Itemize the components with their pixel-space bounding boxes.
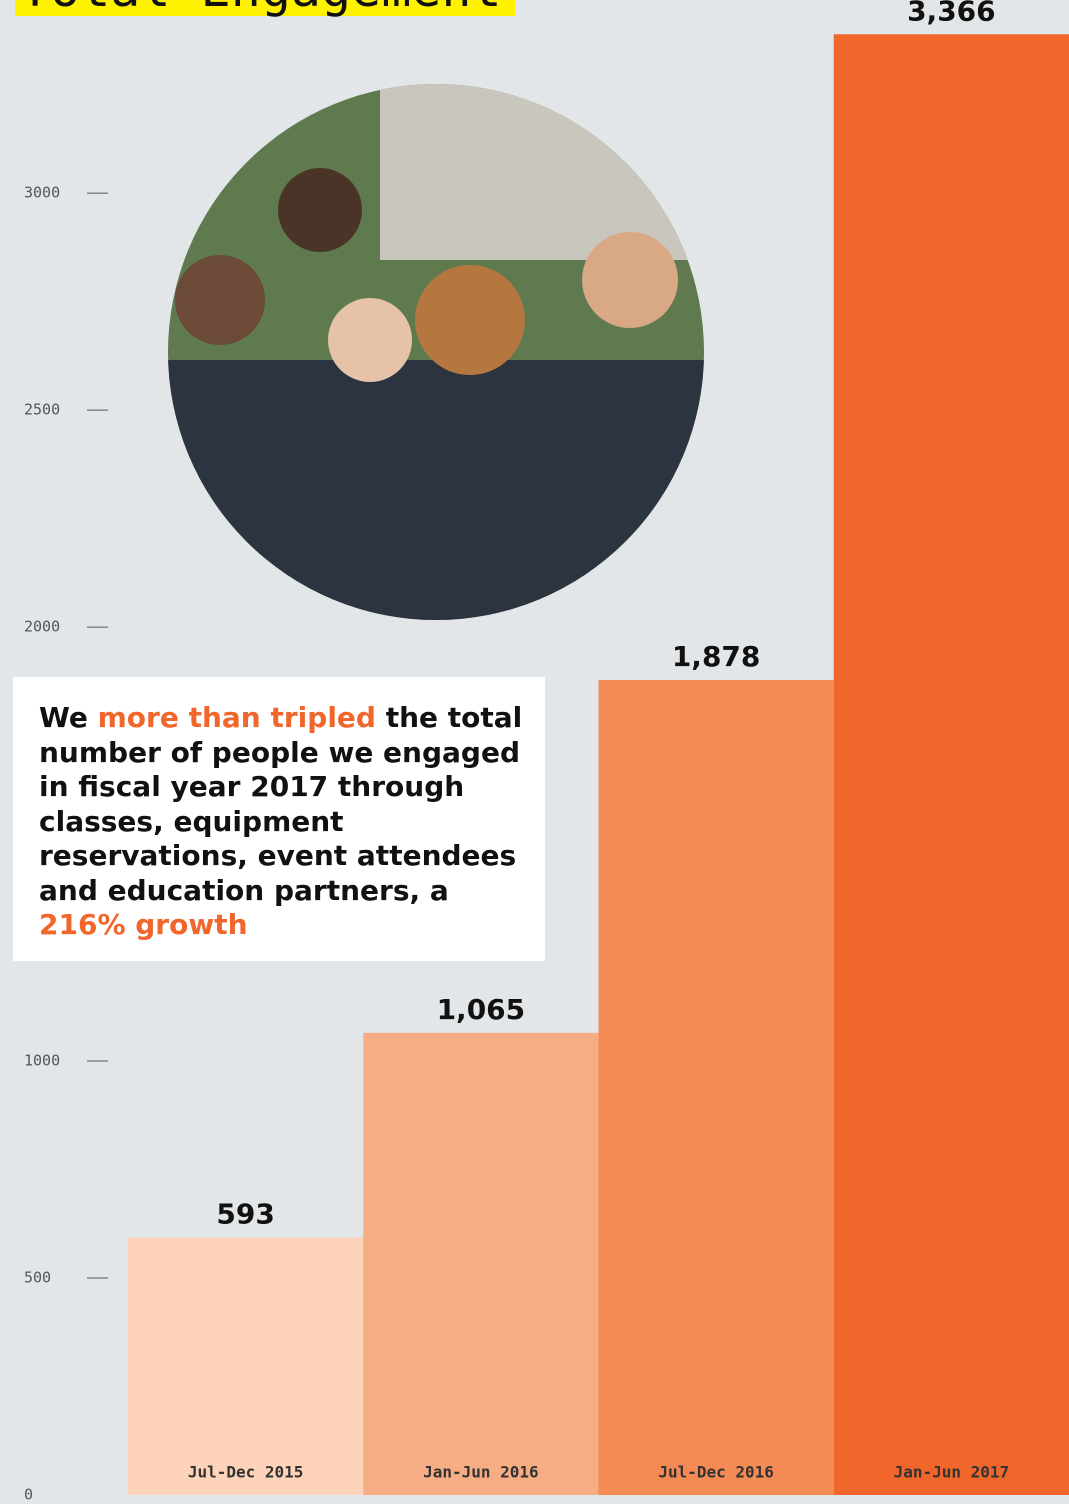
- bar: [363, 1032, 599, 1495]
- y-tick-label: 1000: [24, 1052, 60, 1070]
- bar: [598, 680, 834, 1495]
- callout-highlight: more than tripled: [97, 701, 376, 734]
- value-label: 3,366: [907, 0, 996, 27]
- x-tick-label: Jan-Jun 2017: [894, 1463, 1010, 1482]
- y-tick-label: 500: [24, 1269, 51, 1287]
- bar: [128, 1237, 364, 1495]
- value-label: 1,065: [437, 993, 526, 1026]
- callout-highlight: 216% growth: [39, 908, 248, 941]
- x-tick-label: Jul-Dec 2015: [188, 1463, 304, 1482]
- y-tick-label: 0: [24, 1486, 33, 1504]
- y-tick-label: 3000: [24, 184, 60, 202]
- chart-title: Total Engagement: [20, 0, 502, 18]
- photo: [168, 84, 704, 620]
- x-tick-label: Jul-Dec 2016: [658, 1463, 774, 1482]
- title-highlight: [15, 0, 515, 16]
- x-tick-label: Jan-Jun 2016: [423, 1463, 539, 1482]
- value-label: 1,878: [672, 640, 761, 673]
- bar: [833, 34, 1069, 1496]
- y-tick-label: 2500: [24, 401, 60, 419]
- callout-text: We: [39, 701, 98, 734]
- y-tick-label: 2000: [24, 618, 60, 636]
- callout: We more than tripled the total number of…: [13, 677, 545, 961]
- callout-text: the total number of people we engaged in…: [39, 701, 523, 907]
- value-label: 593: [216, 1198, 274, 1231]
